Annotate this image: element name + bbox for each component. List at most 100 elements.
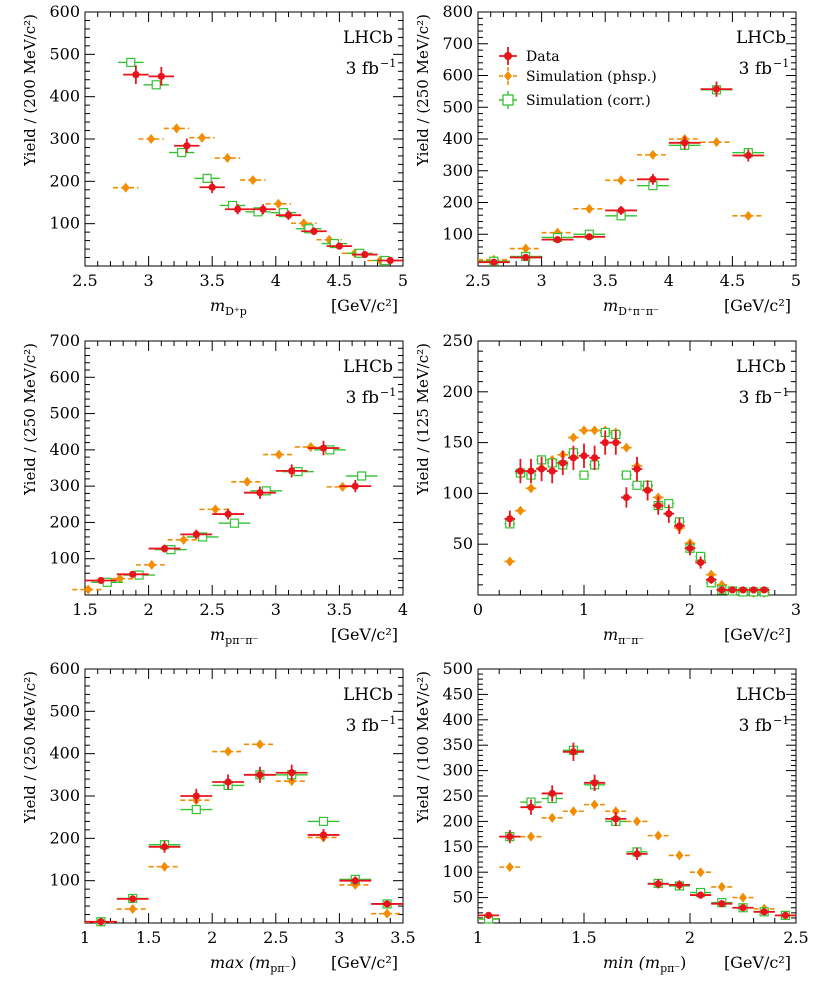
y-tick-label: 250	[442, 331, 473, 350]
x-axis-unit: [GeV/c²]	[724, 625, 791, 644]
x-tick-label: 2	[207, 928, 217, 947]
lumi-exponent: −1	[380, 386, 396, 399]
data-point	[712, 85, 721, 93]
lumi-label: 3 fb	[346, 716, 380, 736]
legend-data-label: Data	[526, 49, 560, 65]
data-point	[506, 833, 514, 841]
panel-5: 1 1.5 2 2.5 3 3.5 100 200 300 400 500 600 Yield / (2…	[21, 659, 416, 975]
x-tick-label: 3.5	[592, 271, 617, 290]
x-tick-label: 5	[791, 271, 801, 290]
series-data	[504, 430, 770, 594]
y-tick-label: 500	[442, 97, 473, 116]
x-tick-label: 4.5	[720, 271, 745, 290]
y-axis-title: Yield / (125 MeV/c²)	[414, 343, 432, 496]
data-point	[686, 544, 694, 552]
data-point	[527, 467, 535, 475]
y-tick-label: 150	[442, 837, 473, 856]
data-point	[649, 175, 657, 183]
x-tick-label: 3.5	[327, 600, 352, 619]
data-point	[591, 779, 599, 787]
x-axis-sub: pπ⁻	[270, 962, 290, 975]
data-point	[351, 877, 359, 885]
x-axis-unit: [GeV/c²]	[331, 953, 398, 972]
data-point	[559, 459, 567, 467]
phsp-point	[622, 442, 631, 453]
phsp-point	[580, 425, 588, 436]
data-point	[654, 880, 662, 888]
legend-data-marker	[504, 52, 512, 60]
phsp-point	[383, 908, 392, 919]
data-point	[739, 904, 747, 912]
data-point	[675, 522, 684, 530]
data-point	[522, 253, 530, 262]
plot-frame	[84, 11, 404, 267]
x-tick-label: 3	[144, 271, 154, 290]
data-point	[132, 71, 140, 79]
data-point	[591, 454, 599, 462]
x-axis-title: min (mpπ⁻)	[603, 953, 686, 975]
data-point	[585, 233, 593, 241]
x-tick-label: 1.5	[571, 928, 596, 947]
lumi-label: 3 fb	[346, 59, 380, 79]
corr-point	[229, 518, 240, 528]
lumi-exponent: −1	[380, 57, 396, 70]
x-tick-label: 3.5	[199, 271, 224, 290]
series-phsp	[72, 441, 359, 595]
y-tick-label: 400	[442, 129, 473, 148]
series-data	[478, 742, 796, 919]
data-point	[612, 815, 620, 823]
phsp-point	[527, 831, 535, 842]
lumi-exponent: −1	[773, 57, 789, 70]
corr-point	[357, 471, 367, 481]
series-corr	[478, 745, 796, 924]
data-point	[351, 482, 359, 490]
series-phsp	[478, 799, 796, 924]
series-data	[123, 65, 403, 265]
phsp-point	[516, 505, 525, 516]
corr-point	[202, 173, 212, 183]
y-tick-label: 400	[49, 87, 80, 106]
phsp-point	[527, 483, 535, 494]
data-point	[697, 558, 705, 567]
corr-point	[318, 816, 329, 827]
data-point	[319, 444, 328, 452]
data-point	[548, 789, 556, 798]
legend-corr-label: Simulation (corr.)	[526, 93, 651, 109]
panel-6: 1 1.5 2 2.5 50 100 150 200 250 300 350 400 450 500 Yie…	[414, 659, 809, 975]
data-point	[97, 576, 105, 585]
lumi-exponent: −1	[773, 714, 789, 727]
x-tick-label: 2.5	[465, 271, 490, 290]
phsp-point	[590, 799, 599, 810]
y-tick-label: 100	[442, 862, 473, 881]
panel-4: 0 1 2 3 50 100 150 200 250 Yield / (125 MeV/c²) mπ…	[414, 331, 801, 647]
y-tick-label: 200	[442, 811, 473, 830]
x-tick-label: 2.5	[783, 928, 808, 947]
x-tick-label: 3	[334, 928, 344, 947]
x-tick-label: 3	[537, 271, 547, 290]
phsp-point	[306, 441, 315, 452]
data-point	[160, 544, 169, 553]
data-point	[157, 72, 165, 80]
y-tick-label: 200	[442, 193, 473, 212]
x-axis-tail: )	[290, 953, 296, 972]
phsp-point	[717, 881, 726, 892]
x-tick-label: 2.5	[263, 928, 288, 947]
legend-phsp-label: Simulation (phsp.)	[526, 69, 657, 85]
phsp-point	[121, 182, 130, 193]
x-tick-label: 3.5	[390, 928, 415, 947]
y-tick-label: 600	[49, 2, 80, 21]
series-data	[85, 440, 372, 585]
data-point	[288, 769, 296, 777]
y-tick-label: 200	[49, 828, 80, 847]
data-point	[506, 515, 514, 523]
data-point	[256, 771, 264, 779]
y-tick-label: 500	[49, 701, 80, 720]
y-tick-label: 350	[442, 735, 473, 754]
phsp-point	[274, 449, 283, 460]
data-point	[633, 465, 641, 473]
data-point	[548, 467, 556, 475]
data-point	[192, 530, 200, 539]
corr-point	[177, 147, 187, 158]
series-corr	[118, 57, 398, 266]
data-point	[601, 439, 609, 447]
